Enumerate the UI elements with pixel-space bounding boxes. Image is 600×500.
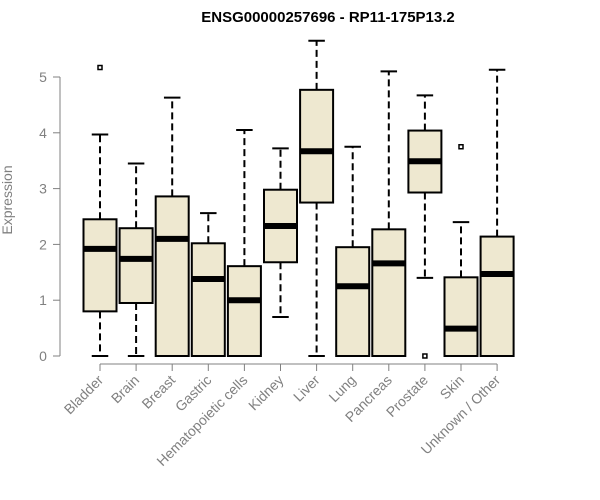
box-iqr bbox=[154, 195, 190, 357]
box-iqr bbox=[371, 228, 407, 357]
box-iqr bbox=[82, 218, 118, 313]
y-axis: 0 1 2 3 4 5 bbox=[39, 69, 61, 364]
box-bladder bbox=[82, 64, 118, 357]
y-tick-label: 1 bbox=[39, 292, 47, 308]
box-gastric bbox=[190, 212, 226, 357]
y-axis-title: Expression bbox=[0, 165, 15, 234]
x-tick-label: Brain bbox=[108, 372, 142, 406]
x-tick-label: Lung bbox=[325, 372, 358, 405]
box-liver bbox=[299, 39, 335, 357]
box-iqr bbox=[190, 242, 226, 357]
y-tick-label: 0 bbox=[39, 348, 47, 364]
box-breast bbox=[154, 96, 190, 357]
chart-title: ENSG00000257696 - RP11-175P13.2 bbox=[201, 9, 455, 26]
box-skin bbox=[443, 144, 479, 357]
y-tick-label: 5 bbox=[39, 69, 47, 85]
box-iqr bbox=[479, 235, 515, 357]
box-iqr bbox=[443, 276, 479, 357]
y-tick-label: 3 bbox=[39, 181, 47, 197]
box-kidney bbox=[263, 147, 298, 318]
outlier-point bbox=[97, 64, 103, 71]
x-tick-label: Breast bbox=[138, 372, 178, 412]
box-hematopoietic-cells bbox=[226, 129, 262, 357]
plot-area bbox=[82, 39, 515, 359]
box-iqr bbox=[299, 88, 335, 204]
y-tick-label: 2 bbox=[39, 236, 47, 252]
box-unknown-other bbox=[479, 68, 515, 357]
x-tick-label: Bladder bbox=[61, 372, 107, 418]
box-lung bbox=[335, 145, 371, 357]
box-iqr bbox=[118, 227, 154, 304]
box-prostate bbox=[407, 94, 443, 359]
x-tick-label: Liver bbox=[290, 372, 323, 405]
box-brain bbox=[118, 162, 154, 357]
x-tick-label: Kidney bbox=[245, 372, 287, 414]
outlier-point bbox=[458, 144, 464, 150]
box-pancreas bbox=[371, 70, 407, 357]
x-tick-label: Skin bbox=[437, 372, 468, 403]
box-iqr bbox=[226, 265, 262, 357]
y-tick-label: 4 bbox=[39, 125, 47, 141]
box-iqr bbox=[335, 246, 371, 357]
outlier-point bbox=[422, 353, 428, 359]
